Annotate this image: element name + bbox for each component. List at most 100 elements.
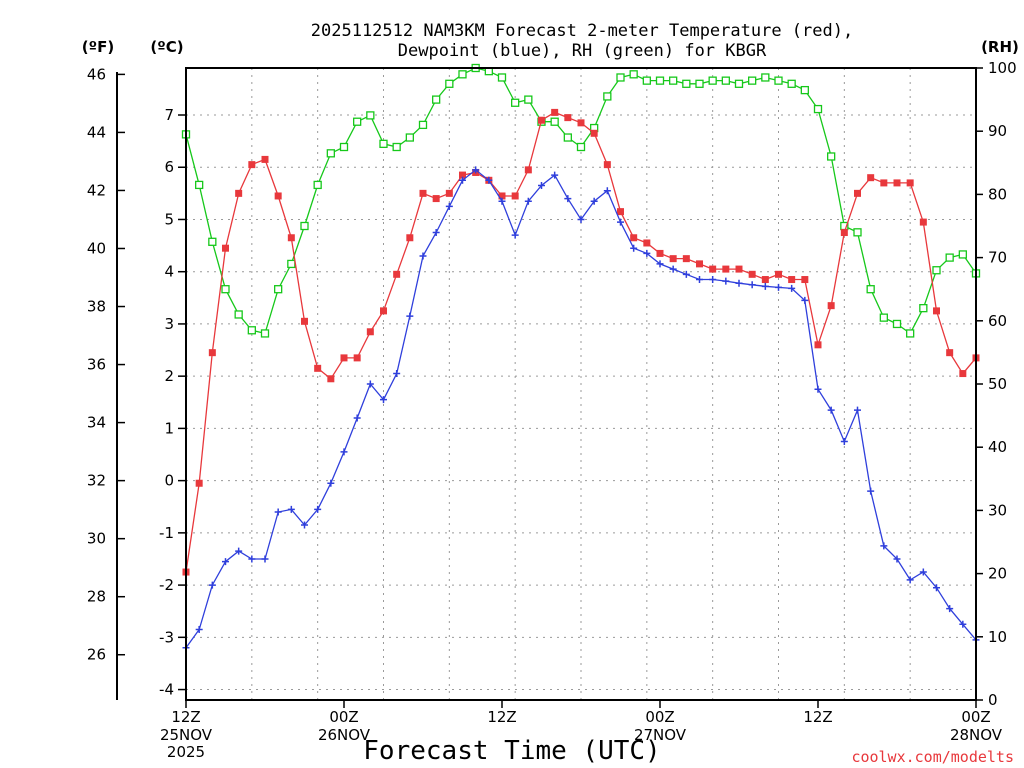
rh-point (195, 180, 204, 190)
temperature-point (801, 276, 809, 284)
fahrenheit-tick-label: 36 (87, 356, 106, 374)
temperature-point (933, 307, 940, 315)
rh-point (748, 76, 757, 85)
rh-point (892, 319, 902, 329)
chart-title-line2: Dewpoint (blue), RH (green) for KBGR (398, 41, 767, 61)
rh-point (708, 76, 717, 85)
temperature-point (696, 260, 703, 268)
rh-point (221, 285, 230, 294)
rh-tick-label: 50 (988, 375, 1007, 393)
dewpoint-point (827, 406, 835, 414)
temperature-point (840, 229, 848, 237)
dewpoint-point (314, 505, 322, 513)
fahrenheit-tick-label: 44 (87, 123, 106, 141)
temperature-point (287, 234, 295, 242)
rh-point (405, 133, 414, 142)
dewpoint-point (274, 508, 282, 516)
celsius-axis-ticks: -4 -3 -2 -1 0 1 2 3 4 5 6 7 (159, 106, 186, 699)
fahrenheit-tick-label: 32 (87, 472, 106, 490)
dewpoint-point (801, 296, 809, 304)
temperature-point (340, 354, 348, 362)
rh-point (260, 329, 270, 338)
temperature-point (867, 174, 875, 182)
x-axis-label: Forecast Time (UTC) (363, 736, 660, 766)
time-tick-label: 00Z (961, 708, 990, 726)
data-series (181, 63, 981, 652)
dewpoint-point (248, 555, 256, 563)
temperature-point (248, 161, 256, 169)
rh-point (550, 117, 559, 126)
dewpoint-point (814, 385, 822, 393)
fahrenheit-tick-label: 38 (87, 298, 106, 316)
rh-point (379, 139, 388, 148)
rh-point (682, 79, 691, 88)
dewpoint-point (748, 281, 756, 289)
celsius-tick-label: 5 (164, 210, 174, 228)
fahrenheit-unit-label: (ºF) (82, 38, 114, 56)
temperature-point (432, 195, 440, 203)
fahrenheit-tick-label: 40 (87, 239, 106, 257)
celsius-tick-label: 1 (164, 419, 174, 437)
dewpoint-point (906, 576, 914, 584)
temperature-point (459, 171, 466, 179)
celsius-tick-label: -2 (159, 576, 174, 594)
dewpoint-point (524, 197, 532, 205)
rh-point (432, 95, 441, 104)
dewpoint-point (380, 396, 387, 404)
time-tick-year: 2025 (167, 743, 205, 761)
time-tick-date: 26NOV (318, 726, 371, 744)
rh-point (761, 73, 770, 82)
credit-label: coolwx.com/modelts (851, 748, 1014, 766)
rh-point (576, 142, 586, 152)
temperature-point (827, 302, 835, 310)
dewpoint-point (854, 406, 861, 414)
rh-point (274, 285, 283, 294)
dewpoint-point (630, 244, 638, 252)
rh-point (313, 180, 322, 190)
dewpoint-point (682, 270, 690, 278)
rh-point (945, 253, 954, 262)
rh-point (642, 76, 651, 85)
fahrenheit-tick-label: 26 (87, 646, 106, 664)
dewpoint-point (880, 542, 888, 550)
temperature-point (788, 276, 796, 284)
temperature-point (630, 234, 638, 242)
dewpoint-point (445, 202, 453, 210)
rh-point (366, 111, 375, 120)
rh-tick-label: 70 (988, 249, 1007, 267)
dewpoint-point (366, 380, 374, 388)
dewpoint-point (353, 414, 361, 422)
dewpoint-point (643, 249, 651, 257)
celsius-tick-label: 6 (164, 158, 174, 176)
rh-point (853, 228, 862, 237)
time-tick-label: 12Z (487, 708, 516, 726)
celsius-tick-label: 3 (164, 315, 174, 333)
plot-frame (185, 67, 977, 701)
rh-point (353, 117, 362, 126)
dewpoint-point (656, 260, 664, 268)
fahrenheit-tick-label: 46 (87, 65, 106, 83)
chart-title-line1: 2025112512 NAM3KM Forecast 2-meter Tempe… (311, 21, 853, 41)
temperature-point (195, 479, 203, 487)
dewpoint-point (959, 620, 967, 628)
rh-point (695, 79, 704, 88)
time-tick-date: 27NOV (634, 726, 687, 744)
time-tick-date: 25NOV (160, 726, 213, 744)
fahrenheit-axis-ticks: 26 28 30 32 34 36 38 40 42 44 46 (87, 65, 125, 664)
celsius-tick-label: -3 (159, 628, 174, 646)
temperature-point (577, 119, 585, 127)
rh-point (247, 326, 256, 335)
rh-point (287, 259, 296, 269)
temperature-point (327, 375, 335, 383)
dewpoint-point (788, 284, 796, 292)
dewpoint-point (340, 448, 348, 456)
rh-point (958, 250, 967, 259)
temperature-point (603, 161, 611, 169)
dewpoint-point (301, 521, 308, 529)
fahrenheit-tick-label: 28 (87, 588, 106, 606)
dewpoint-point (551, 171, 559, 179)
dewpoint-point (761, 282, 769, 290)
dewpoint-point (696, 276, 703, 284)
dewpoint-point (590, 197, 598, 205)
dewpoint-point (722, 277, 730, 285)
